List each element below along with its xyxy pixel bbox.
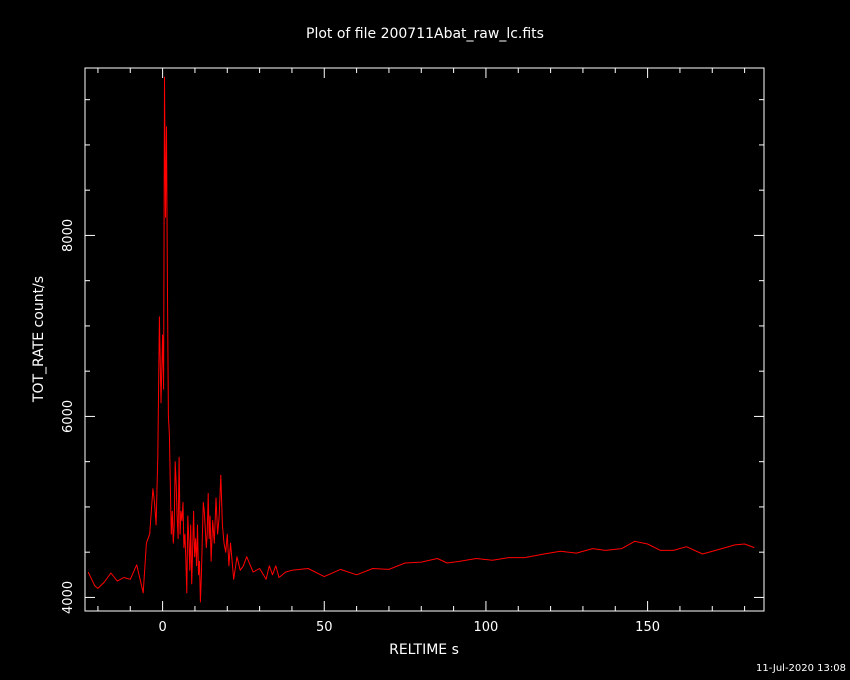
- series-line: [87, 76, 755, 603]
- y-tick-label: 8000: [61, 219, 76, 252]
- chart-title: Plot of file 200711Abat_raw_lc.fits: [306, 26, 544, 42]
- timestamp: 11-Jul-2020 13:08: [756, 663, 846, 674]
- y-tick-label: 4000: [61, 581, 76, 614]
- x-tick-label: 50: [316, 620, 333, 635]
- x-axis-label: RELTIME s: [389, 642, 459, 658]
- x-tick-label: 0: [158, 620, 166, 635]
- axis-ticks: [85, 68, 764, 611]
- x-tick-label: 150: [635, 620, 660, 635]
- series-layer: [87, 76, 755, 603]
- plot-frame: [84, 67, 765, 612]
- x-tick-label: 100: [474, 620, 499, 635]
- y-tick-label: 6000: [61, 400, 76, 433]
- y-axis-label: TOT_RATE count/s: [31, 276, 47, 403]
- axis-tick-labels: 0 50 100 150 4000 6000 8000: [61, 219, 660, 635]
